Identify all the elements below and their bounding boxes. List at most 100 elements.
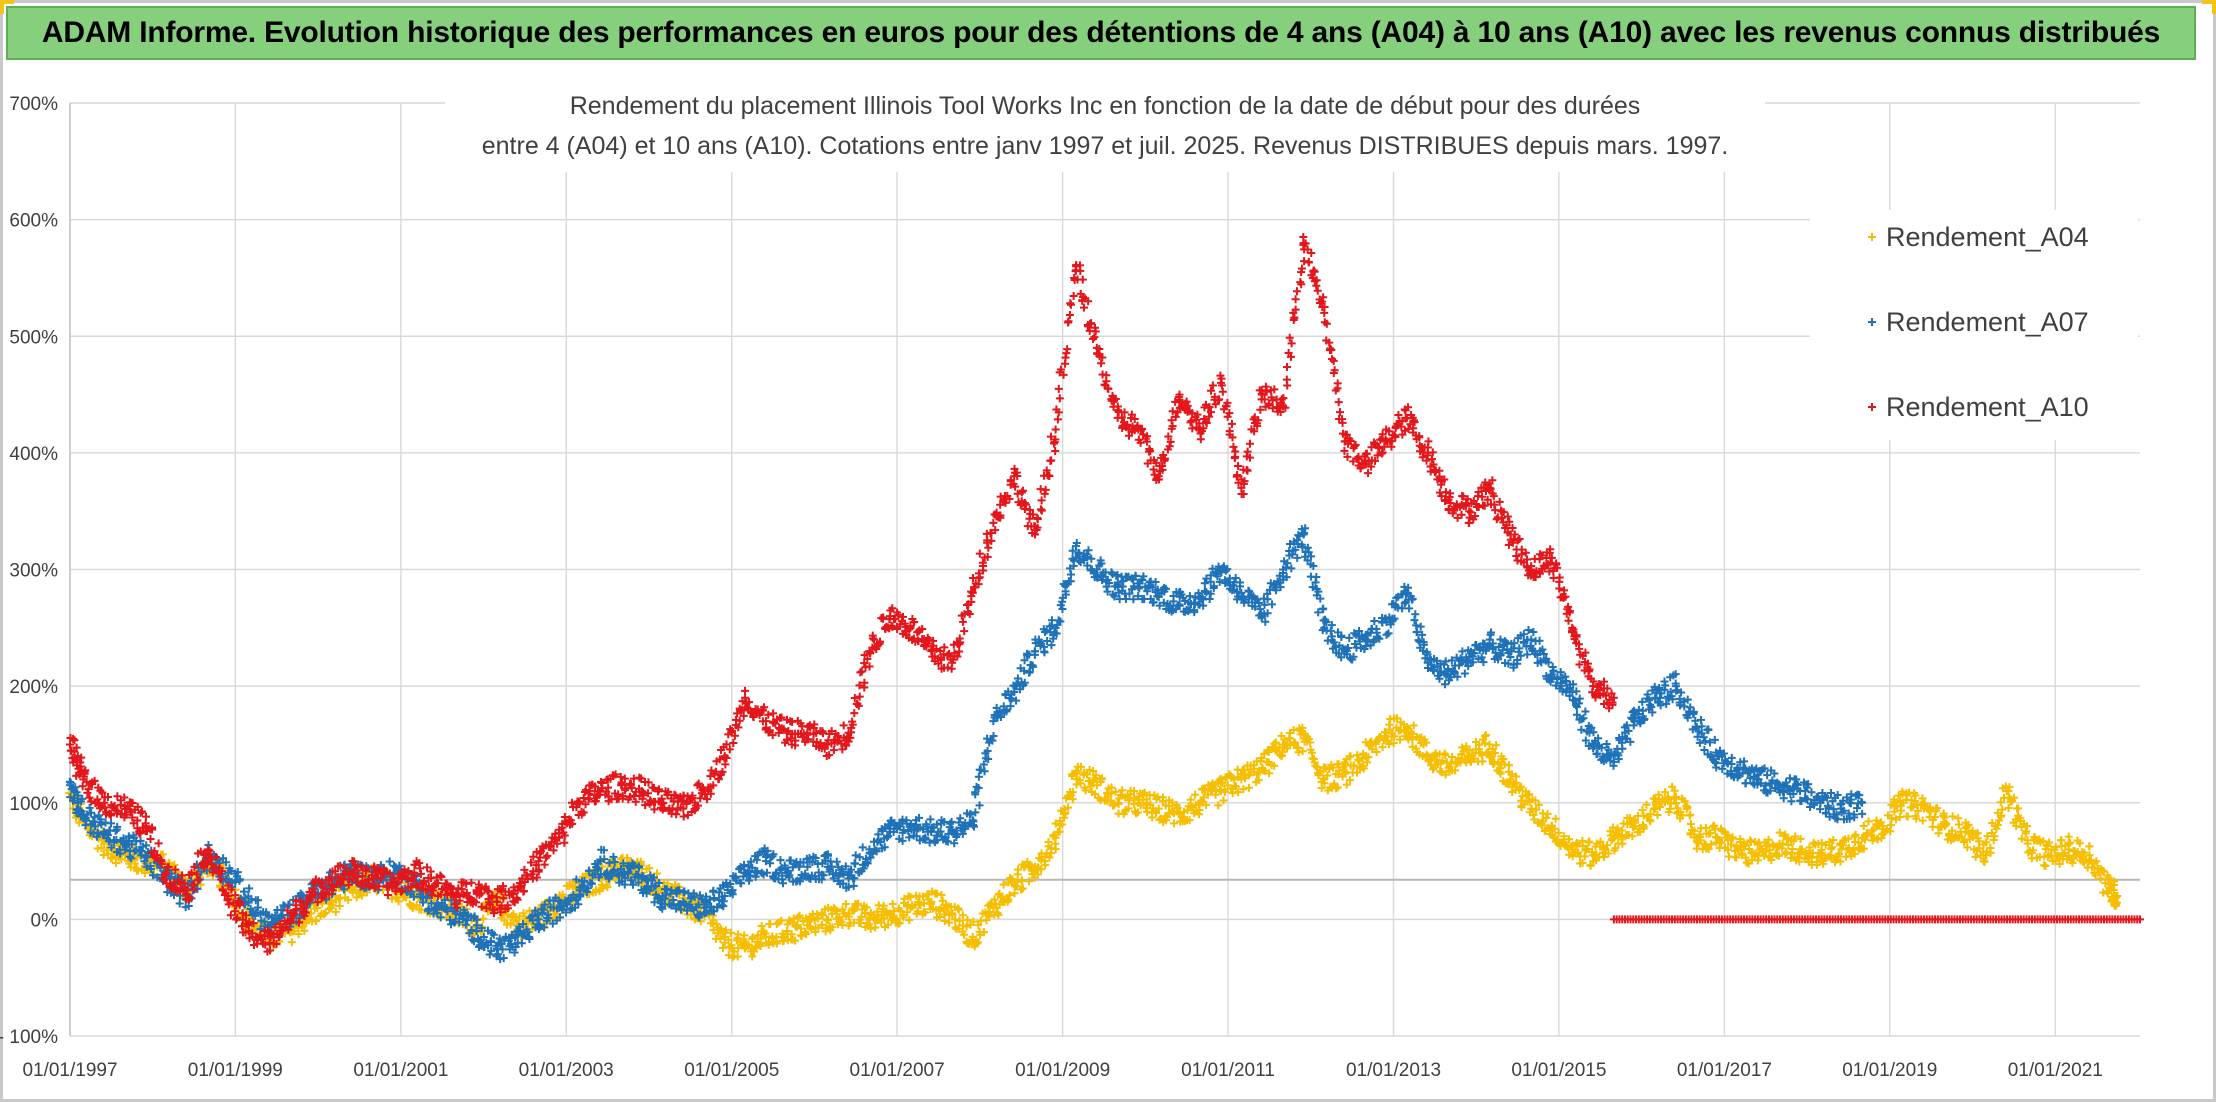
data-point [1283, 559, 1292, 568]
data-point [1422, 738, 1431, 747]
data-point [974, 783, 983, 792]
data-point [541, 853, 550, 862]
data-point [756, 941, 765, 950]
data-point [1998, 805, 2007, 814]
data-point [2106, 886, 2115, 895]
data-point [912, 832, 921, 841]
x-tick-label: 01/01/1997 [22, 1060, 117, 1081]
data-point [1175, 810, 1184, 819]
x-tick-label: 01/01/2005 [684, 1060, 779, 1081]
series-rendement-a07 [65, 524, 1867, 964]
data-point [1741, 779, 1750, 788]
data-point [1265, 769, 1274, 778]
data-point [1320, 775, 1329, 784]
data-point [1205, 595, 1214, 604]
data-point [1113, 570, 1122, 579]
data-point [1097, 559, 1106, 568]
data-point [1912, 814, 1921, 823]
data-point [1774, 851, 1783, 860]
data-point [1314, 608, 1323, 617]
data-point [1794, 853, 1803, 862]
data-point [1301, 524, 1310, 533]
data-point [990, 895, 999, 904]
data-point [906, 903, 915, 912]
data-point [1279, 740, 1288, 749]
data-point [385, 857, 394, 866]
data-point [312, 917, 321, 926]
data-point [1031, 862, 1040, 871]
data-point [975, 801, 984, 810]
data-point [253, 903, 262, 912]
data-point [1186, 795, 1195, 804]
data-point [1382, 728, 1391, 737]
data-point [905, 916, 914, 925]
data-point [300, 926, 309, 935]
data-point [1054, 616, 1063, 625]
data-point [1787, 797, 1796, 806]
data-point [558, 890, 567, 899]
data-point [394, 897, 403, 906]
y-tick-label: 100% [9, 794, 58, 815]
data-point [1143, 587, 1152, 596]
data-point [412, 901, 421, 910]
data-point [1602, 841, 1611, 850]
data-point [1326, 626, 1335, 635]
data-point [137, 807, 146, 816]
data-point [1311, 578, 1320, 587]
data-point [1361, 752, 1370, 761]
data-point [1124, 796, 1133, 805]
data-point [752, 855, 761, 864]
data-point [1149, 598, 1158, 607]
data-point [1990, 832, 1999, 841]
data-point [433, 908, 442, 917]
data-point [1534, 800, 1543, 809]
data-point [1385, 740, 1394, 749]
data-point [440, 895, 449, 904]
data-point [721, 926, 730, 935]
data-point [1214, 801, 1223, 810]
data-point [1537, 818, 1546, 827]
data-point [2096, 874, 2105, 883]
data-point [1202, 588, 1211, 597]
data-point [610, 857, 619, 866]
data-point [621, 873, 630, 882]
data-point [335, 902, 344, 911]
data-point [1083, 553, 1092, 562]
data-point [525, 934, 534, 943]
data-point [1809, 838, 1818, 847]
data-point [1398, 604, 1407, 613]
data-point [1052, 629, 1061, 638]
data-point [898, 836, 907, 845]
data-point [675, 886, 684, 895]
data-point [2010, 793, 2019, 802]
data-point [424, 904, 433, 913]
data-point [779, 879, 788, 888]
data-point [107, 843, 116, 852]
data-point [1277, 751, 1286, 760]
data-point [2021, 829, 2030, 838]
data-point [1646, 810, 1655, 819]
data-point [1322, 617, 1331, 626]
data-point [851, 859, 860, 868]
data-point [357, 891, 366, 900]
data-point [1035, 638, 1044, 647]
data-point [540, 923, 549, 932]
data-point [1604, 849, 1613, 858]
data-point [127, 854, 136, 863]
data-point [2088, 863, 2097, 872]
data-point [841, 862, 850, 871]
data-point [2051, 857, 2060, 866]
data-point [1256, 605, 1265, 614]
data-point [533, 910, 542, 919]
data-point [1151, 578, 1160, 587]
data-point [1963, 843, 1972, 852]
data-point [1826, 853, 1835, 862]
data-point [1012, 680, 1021, 689]
data-point [921, 835, 930, 844]
data-point [1263, 609, 1272, 618]
data-point [519, 920, 528, 929]
data-point [287, 938, 296, 947]
data-point [1316, 594, 1325, 603]
data-point [1788, 845, 1797, 854]
data-point [1609, 833, 1618, 842]
